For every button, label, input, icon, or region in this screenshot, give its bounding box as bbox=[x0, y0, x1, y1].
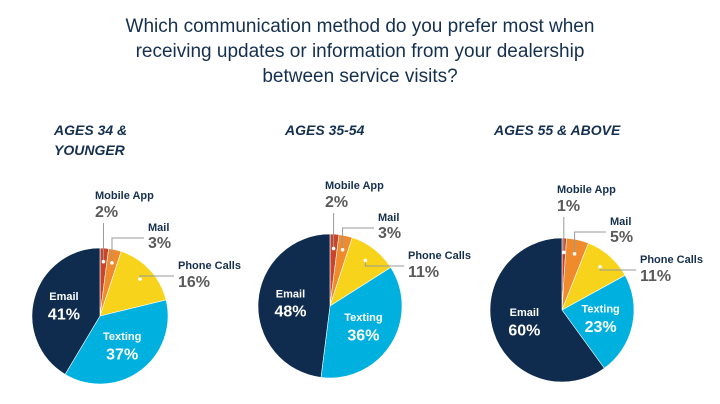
leader-dot bbox=[101, 259, 106, 264]
category-label: Mail bbox=[378, 212, 399, 224]
category-label: Mail bbox=[610, 216, 631, 228]
value-label: 3% bbox=[148, 235, 171, 252]
value-label: 48% bbox=[274, 304, 306, 321]
value-label: 36% bbox=[347, 327, 379, 344]
leader-line bbox=[364, 260, 404, 267]
category-label: Mail bbox=[148, 222, 169, 234]
pie-slice bbox=[99, 251, 167, 317]
leader-dot bbox=[110, 261, 114, 265]
category-label: Texting bbox=[344, 312, 382, 324]
leader-dot bbox=[562, 250, 566, 255]
category-label: Phone Calls bbox=[178, 260, 241, 272]
leader-line bbox=[574, 231, 606, 254]
value-label: 3% bbox=[378, 225, 401, 242]
pie-slice bbox=[561, 274, 635, 369]
category-label: Email bbox=[49, 291, 78, 303]
category-label: Texting bbox=[581, 304, 619, 316]
category-label: Email bbox=[510, 307, 539, 319]
value-label: 23% bbox=[585, 319, 617, 336]
category-label: Mobile App bbox=[95, 190, 154, 202]
pie-slice bbox=[489, 237, 605, 383]
leader-line bbox=[342, 227, 374, 250]
pie-title: AGES 34 & YOUNGER bbox=[54, 122, 128, 158]
leader-dot bbox=[138, 277, 142, 281]
leader-dot bbox=[331, 246, 336, 251]
value-label: 16% bbox=[178, 274, 210, 291]
pie-title: AGES 35-54 bbox=[285, 122, 365, 138]
value-label: 41% bbox=[48, 306, 80, 323]
value-label: 60% bbox=[508, 322, 540, 339]
pie-slice bbox=[257, 233, 331, 378]
category-label: Mobile App bbox=[557, 184, 616, 196]
main-title: Which communication method do you prefer… bbox=[125, 16, 595, 87]
pie-slice bbox=[320, 267, 403, 379]
value-label: 1% bbox=[557, 198, 580, 215]
pie-slice bbox=[64, 299, 169, 385]
leader-dot bbox=[572, 251, 577, 256]
value-label: 37% bbox=[106, 346, 138, 363]
category-label: Texting bbox=[103, 331, 141, 343]
pie-title: AGES 55 & ABOVE bbox=[494, 122, 621, 138]
value-label: 2% bbox=[325, 194, 348, 211]
category-label: Email bbox=[276, 288, 305, 300]
leader-line bbox=[111, 237, 144, 263]
value-label: 11% bbox=[640, 268, 671, 285]
value-label: 2% bbox=[95, 204, 118, 221]
leader-dot bbox=[598, 264, 602, 269]
value-label: 11% bbox=[408, 264, 439, 281]
leader-dot bbox=[340, 247, 345, 252]
category-label: Mobile App bbox=[325, 180, 384, 192]
category-label: Phone Calls bbox=[640, 254, 703, 266]
leader-dot bbox=[363, 258, 368, 263]
category-label: Phone Calls bbox=[408, 250, 471, 262]
pie-slice bbox=[31, 247, 101, 375]
value-label: 5% bbox=[610, 229, 633, 246]
